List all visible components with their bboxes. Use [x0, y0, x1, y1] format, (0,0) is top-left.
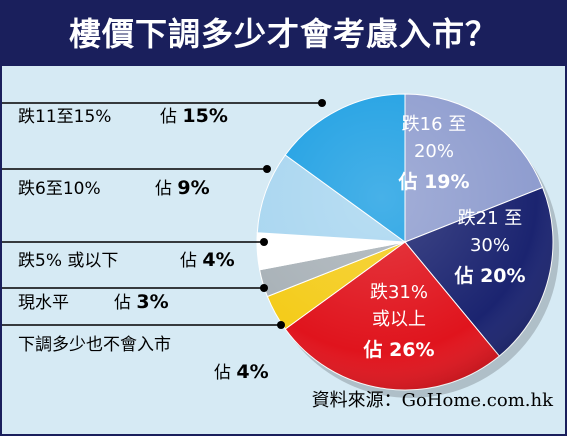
outer-pct-7: 佔 15%	[160, 105, 228, 127]
slice-label-1: 跌21 至 30%佔 20%	[453, 208, 525, 287]
outer-pct-6: 佔 9%	[155, 177, 210, 199]
outer-label-5: 跌5% 或以下	[18, 251, 118, 271]
slice-label-2: 跌31%或以上佔 26%	[362, 282, 434, 361]
outer-pct-3: 佔 4%	[214, 361, 269, 383]
slice-label-0: 跌16 至 20%佔 19%	[397, 114, 469, 193]
outer-label-3: 下調多少也不會入市	[18, 335, 171, 355]
outer-pct-4: 佔 3%	[114, 291, 169, 313]
title-bar	[2, 2, 565, 66]
leader-dot-7	[318, 99, 326, 107]
outer-pct-5: 佔 4%	[180, 249, 235, 271]
source-credit: 資料來源：GoHome.com.hk	[311, 390, 553, 411]
leader-dot-6	[263, 165, 271, 173]
leader-dot-4	[260, 284, 268, 292]
outer-label-6: 跌6至10%	[18, 179, 101, 199]
leader-dot-3	[277, 321, 285, 329]
outer-label-7: 跌11至15%	[18, 107, 111, 127]
leader-dot-5	[260, 238, 268, 246]
chart-title: 樓價下調多少才會考慮入市？	[68, 15, 498, 53]
outer-label-4: 現水平	[18, 293, 69, 313]
